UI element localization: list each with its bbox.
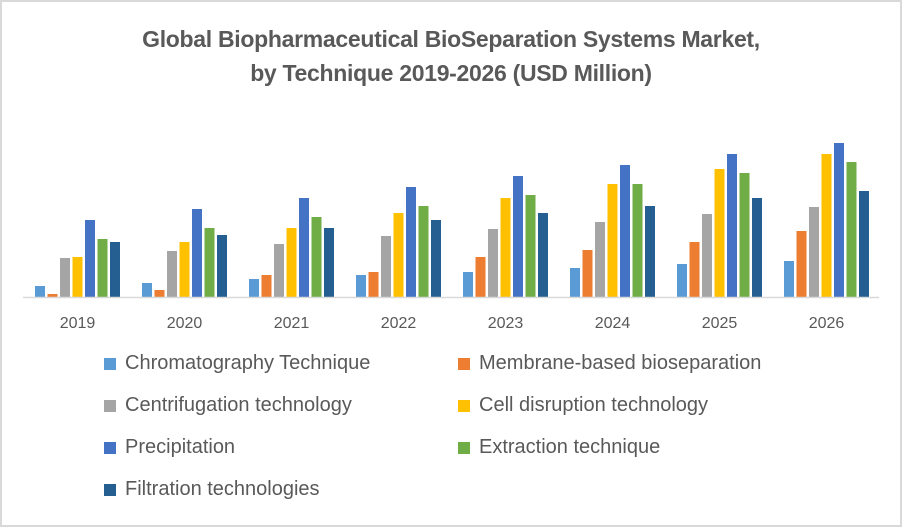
- bar-2025-centrifugation-technology: [702, 214, 712, 297]
- bar-2023-membrane-based-bioseparation: [475, 257, 486, 297]
- bar-2026-filtration-technologies: [859, 191, 869, 297]
- x-tick-label: 2026: [809, 315, 845, 332]
- bar-2023-centrifugation-technology: [488, 229, 498, 297]
- legend-item: Filtration technologies: [104, 478, 320, 501]
- bar-2022-membrane-based-bioseparation: [368, 272, 379, 297]
- bar-2020-centrifugation-technology: [167, 251, 177, 297]
- bar-2025-cell-disruption-technology: [714, 169, 725, 297]
- bar-2025-membrane-based-bioseparation: [689, 242, 700, 297]
- legend-item: Membrane-based bioseparation: [458, 352, 761, 375]
- chart-title-line-1: Global Biopharmaceutical BioSeparation S…: [142, 26, 760, 52]
- bar-2022-chromatography-technique: [356, 275, 366, 297]
- bar-2019-centrifugation-technology: [60, 258, 70, 297]
- legend-swatch-icon: [458, 441, 470, 454]
- chart-title-line-2: by Technique 2019-2026 (USD Million): [250, 60, 652, 86]
- legend-item: Extraction technique: [458, 436, 660, 459]
- legend-item: Chromatography Technique: [104, 352, 370, 375]
- bar-2026-extraction-technique: [846, 162, 857, 297]
- bar-2026-membrane-based-bioseparation: [796, 231, 807, 297]
- bar-2021-centrifugation-technology: [274, 244, 284, 297]
- legend-label: Centrifugation technology: [125, 394, 352, 416]
- bar-2021-chromatography-technique: [249, 279, 259, 297]
- x-tick-label: 2019: [60, 315, 96, 332]
- legend-swatch-icon: [458, 357, 470, 370]
- bar-2019-precipitation: [85, 220, 95, 297]
- bar-2021-extraction-technique: [311, 217, 322, 297]
- x-tick-label: 2022: [381, 315, 417, 332]
- legend-swatch-icon: [104, 357, 116, 370]
- bar-2024-membrane-based-bioseparation: [582, 250, 593, 297]
- bar-2019-membrane-based-bioseparation: [47, 294, 58, 297]
- bar-2025-extraction-technique: [739, 173, 750, 297]
- bar-2025-chromatography-technique: [677, 264, 687, 297]
- legend-label: Membrane-based bioseparation: [479, 352, 762, 374]
- bar-2024-extraction-technique: [632, 184, 643, 297]
- bar-2020-filtration-technologies: [217, 235, 227, 297]
- bar-2023-extraction-technique: [525, 195, 536, 297]
- chart-title: Global Biopharmaceutical BioSeparation S…: [0, 22, 902, 90]
- plot-area: 2019 2020 2021 2022 2023 2024 2025 2026: [23, 143, 879, 332]
- bar-2026-cell-disruption-technology: [821, 154, 832, 297]
- x-tick-label: 2024: [595, 315, 631, 332]
- legend-label: Precipitation: [125, 436, 236, 458]
- bar-2024-chromatography-technique: [570, 268, 580, 297]
- x-tick-label: 2021: [274, 315, 310, 332]
- bar-2026-precipitation: [834, 143, 844, 297]
- bar-2022-extraction-technique: [418, 206, 429, 297]
- bar-2019-chromatography-technique: [35, 286, 45, 297]
- bar-2023-precipitation: [513, 176, 523, 297]
- bar-2025-precipitation: [727, 154, 737, 297]
- legend-item: Precipitation: [104, 436, 235, 459]
- legend-label: Chromatography Technique: [125, 352, 371, 374]
- bar-2021-membrane-based-bioseparation: [261, 275, 272, 297]
- bar-2019-extraction-technique: [97, 239, 108, 297]
- bar-2020-membrane-based-bioseparation: [154, 290, 165, 297]
- bar-2022-centrifugation-technology: [381, 236, 391, 297]
- x-tick-label: 2020: [167, 315, 203, 332]
- x-tick-labels: 2019 2020 2021 2022 2023 2024 2025 2026: [60, 315, 845, 332]
- bar-2024-centrifugation-technology: [595, 222, 605, 297]
- bar-2019-filtration-technologies: [110, 242, 120, 297]
- legend-label: Extraction technique: [479, 436, 661, 458]
- bar-2022-filtration-technologies: [431, 220, 441, 297]
- bars-layer: [35, 143, 869, 297]
- legend-item: Cell disruption technology: [458, 394, 708, 417]
- bar-2025-filtration-technologies: [752, 198, 762, 297]
- bar-2023-chromatography-technique: [463, 272, 473, 297]
- bar-2024-precipitation: [620, 165, 630, 297]
- bar-2020-cell-disruption-technology: [179, 242, 190, 297]
- legend-swatch-icon: [104, 483, 116, 496]
- legend-swatch-icon: [458, 399, 470, 412]
- bar-2022-precipitation: [406, 187, 416, 297]
- bar-2023-filtration-technologies: [538, 213, 548, 297]
- legend-swatch-icon: [104, 441, 116, 454]
- legend-item: Centrifugation technology: [104, 394, 352, 417]
- legend-label: Filtration technologies: [125, 478, 320, 500]
- bar-2026-centrifugation-technology: [809, 207, 819, 297]
- bar-2020-chromatography-technique: [142, 283, 152, 297]
- bar-2021-cell-disruption-technology: [286, 228, 297, 297]
- bar-2020-precipitation: [192, 209, 202, 297]
- legend-label: Cell disruption technology: [479, 394, 709, 416]
- legend-swatch-icon: [104, 399, 116, 412]
- bar-2021-filtration-technologies: [324, 228, 334, 297]
- bar-2020-extraction-technique: [204, 228, 215, 297]
- bar-2026-chromatography-technique: [784, 261, 794, 297]
- bar-2024-cell-disruption-technology: [607, 184, 618, 297]
- x-tick-label: 2025: [702, 315, 738, 332]
- bar-2024-filtration-technologies: [645, 206, 655, 297]
- x-tick-label: 2023: [488, 315, 524, 332]
- bar-2023-cell-disruption-technology: [500, 198, 511, 297]
- bar-2019-cell-disruption-technology: [72, 257, 83, 297]
- bar-2022-cell-disruption-technology: [393, 213, 404, 297]
- bar-2021-precipitation: [299, 198, 309, 297]
